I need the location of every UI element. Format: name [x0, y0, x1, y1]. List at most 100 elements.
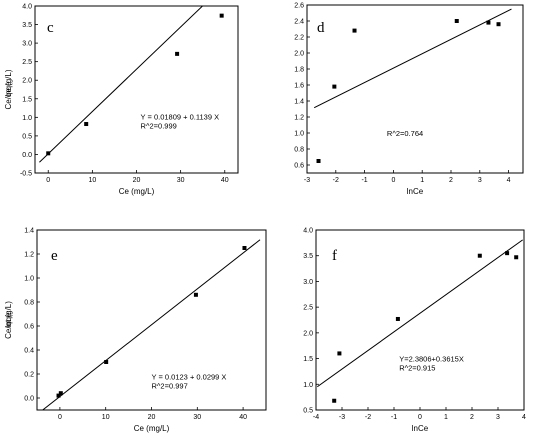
annotation: R^2=0.997: [152, 381, 188, 390]
panel-d: -3 -2 -1 0 1 2 3 4 0.6 0.8 1.0 1.2 1.4 1.6 1.8 2.0 2.2 2.…: [4, 3, 524, 196]
x-tick-label: 2: [449, 177, 453, 184]
y-tick-label: 2.6: [294, 3, 304, 10]
y-tick-label: 0.5: [303, 408, 313, 415]
y-tick-label: 1.2: [24, 252, 34, 259]
x-axis-label: lnCe: [407, 187, 424, 196]
x-tick-label: 4: [522, 414, 526, 421]
x-tick-label: -1: [361, 177, 367, 184]
annotation: Y=2.3806+0.3615X: [399, 354, 464, 363]
fit-line: [317, 239, 523, 388]
panel-label: c: [47, 20, 54, 36]
data-point: [514, 255, 519, 260]
y-tick-label: 0.5: [22, 133, 32, 140]
y-tick-label: 2.0: [303, 330, 313, 337]
y-axis-label: Ce/qe (g/L): [4, 69, 13, 109]
x-tick-label: -2: [333, 177, 339, 184]
x-tick-label: 20: [133, 177, 141, 184]
fit-line: [41, 239, 261, 410]
y-tick-label: 1.0: [24, 276, 34, 283]
data-point: [193, 292, 198, 297]
data-point: [316, 159, 321, 163]
y-tick-label: 1.8: [294, 67, 304, 74]
y-tick-label: 0.8: [24, 300, 34, 307]
data-point: [332, 398, 337, 403]
y-tick-label: 0.0: [24, 396, 34, 403]
data-point: [56, 393, 61, 398]
y-tick-label: 1.0: [22, 115, 32, 122]
x-tick-label: -4: [313, 414, 319, 421]
x-tick-label: 40: [239, 414, 247, 421]
data-point: [337, 351, 342, 356]
annotation: R^2=0.764: [387, 129, 423, 138]
data-point: [454, 19, 459, 23]
y-tick-label: 1.4: [294, 99, 304, 106]
x-tick-label: -2: [365, 414, 371, 421]
data-point: [395, 316, 400, 321]
y-tick-label: 1.6: [294, 83, 304, 90]
y-tick-label: 0.8: [294, 147, 304, 154]
panel-label: d: [317, 20, 325, 36]
data-point: [352, 28, 357, 33]
data-point: [505, 251, 510, 256]
x-tick-label: -1: [391, 414, 397, 421]
data-point: [496, 22, 501, 27]
y-tick-label: 0.6: [24, 324, 34, 331]
y-tick-label: 0.2: [24, 372, 34, 379]
x-axis-label: Ce (mg/L): [134, 424, 170, 433]
x-tick-label: 30: [177, 177, 185, 184]
fit-line: [39, 6, 204, 163]
x-tick-label: 2: [470, 414, 474, 421]
x-tick-label: 10: [88, 177, 96, 184]
panel-c: 0 10 20 30 40 -0.5 0.0 0.5 1.0 1.5 2.0 2.5 3.0 3.5 4.0…: [4, 4, 239, 196]
annotation: R^2=0.999: [141, 122, 177, 131]
panel-f: -4 -3 -2 -1 0 1 2 3 4 0.5 1.0 1.5 2.0 2.5 3.0 3.5 4.0 lnC…: [4, 228, 526, 434]
y-tick-label: -0.5: [20, 171, 32, 178]
data-point: [477, 253, 482, 258]
annotation: Y = 0.0123 + 0.0299 X: [152, 372, 227, 381]
y-tick-label: 4.0: [303, 228, 313, 235]
data-point: [242, 246, 247, 250]
y-tick-label: 0.0: [22, 152, 32, 159]
y-tick-label: 2.2: [294, 35, 304, 42]
x-tick-label: 1: [420, 177, 424, 184]
y-tick-label: 0.4: [24, 348, 34, 355]
x-tick-label: 4: [507, 177, 511, 184]
x-tick-label: -3: [304, 177, 310, 184]
x-axis-label: Ce (mg/L): [119, 187, 155, 196]
y-tick-label: 1.0: [303, 382, 313, 389]
y-tick-label: 2.0: [294, 51, 304, 58]
y-axis-label: lnqe: [4, 81, 13, 97]
data-point: [175, 51, 180, 56]
data-point: [104, 360, 109, 364]
y-tick-label: 3.5: [303, 253, 313, 260]
x-tick-label: 40: [221, 177, 229, 184]
y-tick-label: 0.6: [294, 163, 304, 170]
x-tick-label: 0: [391, 177, 395, 184]
y-tick-label: 2.4: [294, 19, 304, 26]
y-tick-label: 3.0: [22, 41, 32, 48]
panel-label: e: [51, 248, 58, 264]
y-axis-label: lnqe: [4, 312, 13, 328]
plot-frame: [34, 5, 239, 174]
data-point: [84, 122, 89, 127]
annotation: R^2=0.915: [399, 363, 435, 372]
x-tick-label: 0: [58, 414, 62, 421]
fit-line: [313, 8, 512, 109]
plot-frame: [306, 4, 524, 174]
plot-frame: [315, 229, 525, 411]
x-tick-label: 3: [496, 414, 500, 421]
y-tick-label: 3.0: [303, 279, 313, 286]
y-tick-label: 2.5: [22, 59, 32, 66]
y-tick-label: 1.2: [294, 115, 304, 122]
panel-label: f: [332, 248, 337, 264]
y-tick-label: 4.0: [22, 4, 32, 11]
y-axis-label: Ce/qt (g/L): [4, 301, 13, 339]
y-tick-label: 1.5: [22, 96, 32, 103]
x-tick-label: 1: [444, 414, 448, 421]
data-point: [219, 13, 224, 18]
y-tick-label: 1.4: [24, 228, 34, 235]
x-tick-label: 0: [46, 177, 50, 184]
y-tick-label: 2.0: [22, 78, 32, 85]
x-axis-label: lnCe: [412, 424, 429, 433]
